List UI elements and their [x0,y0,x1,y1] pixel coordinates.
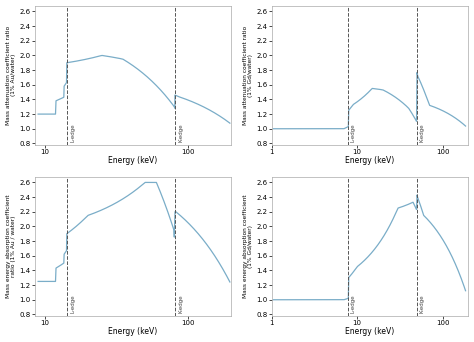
Text: L-edge: L-edge [71,294,76,313]
Y-axis label: Mass attenuation coefficient ratio
(1% Au/water): Mass attenuation coefficient ratio (1% A… [6,26,17,125]
Y-axis label: Mass energy absorption coefficient
(1% Gd/water): Mass energy absorption coefficient (1% G… [243,194,254,298]
Text: L-edge: L-edge [71,123,76,142]
Text: L-edge: L-edge [351,294,356,313]
X-axis label: Energy (keV): Energy (keV) [109,156,158,166]
Text: L-edge: L-edge [351,123,356,142]
X-axis label: Energy (keV): Energy (keV) [109,327,158,337]
Y-axis label: Mass attenuation coefficient ratio
(1% Gd/water): Mass attenuation coefficient ratio (1% G… [243,26,254,125]
Y-axis label: Mass energy absorption coefficient
ratio (1% Au / water): Mass energy absorption coefficient ratio… [6,194,17,298]
Text: K-edge: K-edge [179,123,183,142]
Text: K-edge: K-edge [179,294,183,313]
Text: K-edge: K-edge [419,294,424,313]
X-axis label: Energy (keV): Energy (keV) [346,327,395,337]
X-axis label: Energy (keV): Energy (keV) [346,156,395,166]
Text: K-edge: K-edge [419,123,424,142]
